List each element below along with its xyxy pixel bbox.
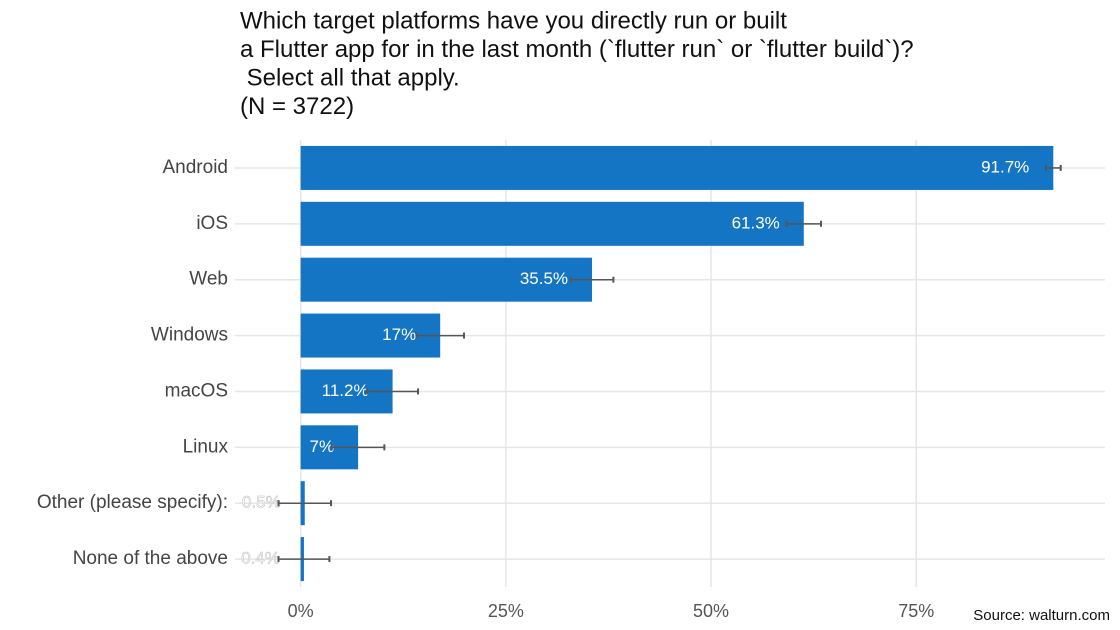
x-tick-label: 50% — [693, 601, 729, 621]
y-tick-label: Web — [189, 269, 228, 290]
value-label: 7% — [310, 437, 335, 456]
bar — [300, 145, 1054, 190]
x-tick-label: 75% — [898, 601, 934, 621]
y-tick-label: Android — [163, 157, 229, 178]
bar — [300, 201, 804, 246]
value-label: 11.2% — [322, 381, 369, 400]
y-tick-label: Linux — [183, 436, 229, 457]
source: Source: walturn.com — [973, 607, 1110, 624]
y-tick-label: Other (please specify): — [37, 492, 228, 513]
chart-title: Select all that apply. — [240, 64, 460, 91]
y-tick-label: Windows — [151, 325, 228, 346]
y-tick-label: macOS — [165, 380, 228, 401]
y-tick-label: None of the above — [73, 548, 228, 569]
x-tick-label: 25% — [488, 601, 524, 621]
value-label: 91.7% — [981, 157, 1029, 176]
value-label: 0.4% — [241, 549, 280, 568]
value-label: 61.3% — [732, 213, 780, 232]
x-tick-label: 0% — [288, 601, 314, 621]
chart-title: a Flutter app for in the last month (`fl… — [240, 36, 914, 63]
chart-title: Which target platforms have you directly… — [240, 7, 787, 34]
value-label: 35.5% — [520, 269, 568, 288]
value-label: 17% — [382, 325, 416, 344]
chart-title: (N = 3722) — [240, 93, 354, 120]
bar — [300, 257, 593, 302]
y-tick-label: iOS — [196, 213, 228, 234]
value-label: 0.5% — [242, 493, 281, 512]
